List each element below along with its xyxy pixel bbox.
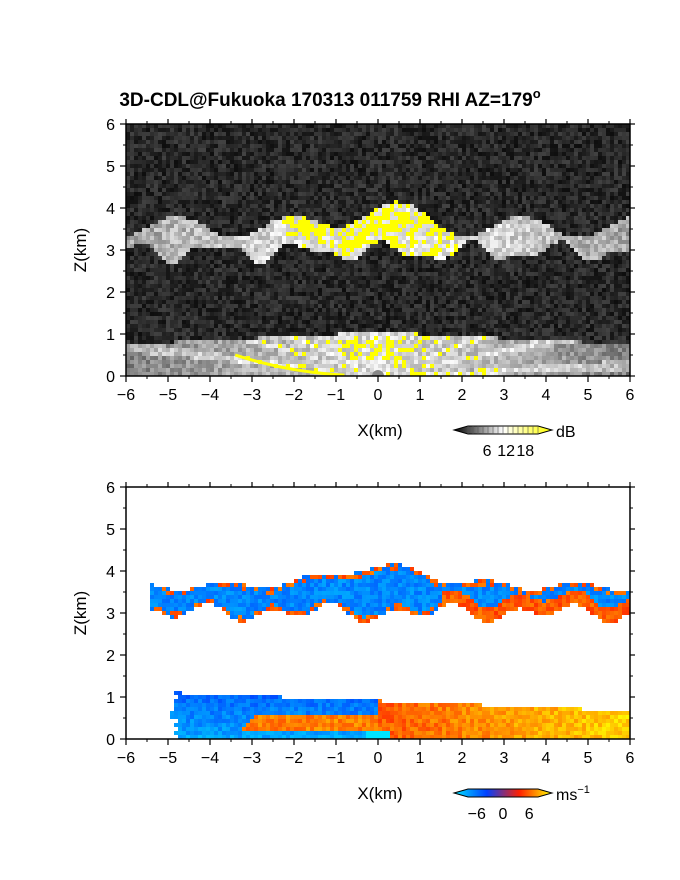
colorbar: −6 0 6 ms−1	[452, 784, 590, 823]
colorbar-tick-label: 18	[516, 443, 534, 460]
y-axis-label: Z(km)	[71, 228, 90, 272]
y-tick-label: 2	[106, 648, 115, 665]
colorbar-tick-label: 12	[497, 443, 515, 460]
data-field	[126, 487, 630, 739]
ticks: −6 −5 −4 −3 −2 −1 0 1 2 3 4 5 6 0 1 2 3 4 5 6	[106, 117, 635, 404]
colorbar-unit: ms−1	[556, 784, 590, 804]
y-tick-label: 3	[106, 243, 115, 260]
x-tick-label: 5	[584, 387, 593, 404]
y-tick-label: 2	[106, 285, 115, 302]
x-tick-label: 4	[542, 750, 551, 767]
x-tick-label: −4	[201, 387, 219, 404]
colorbar-bar	[452, 788, 554, 798]
x-tick-label: 2	[458, 750, 467, 767]
colorbar-tick-label: 6	[483, 443, 492, 460]
colorbar-tick-label: −6	[468, 806, 486, 823]
x-tick-label: −1	[327, 750, 345, 767]
x-tick-label: 1	[416, 750, 425, 767]
x-tick-label: −6	[117, 750, 135, 767]
y-tick-label: 5	[106, 522, 115, 539]
x-tick-label: 4	[542, 387, 551, 404]
x-tick-label: −4	[201, 750, 219, 767]
y-tick-label: 5	[106, 159, 115, 176]
lidar-site	[372, 370, 384, 376]
x-tick-label: −3	[243, 750, 261, 767]
x-tick-label: −2	[285, 387, 303, 404]
colorbar-unit: dB	[556, 424, 576, 441]
ticks: −6 −5 −4 −3 −2 −1 0 1 2 3 4 5 6 0 1 2 3 4 5 6	[106, 480, 635, 767]
x-tick-label: 0	[374, 387, 383, 404]
data-field	[126, 124, 630, 376]
y-tick-label: 4	[106, 201, 115, 218]
colorbar: 6 12 18 dB	[452, 424, 576, 460]
y-tick-label: 6	[106, 480, 115, 497]
x-tick-label: −1	[327, 387, 345, 404]
y-axis-label: Z(km)	[71, 591, 90, 635]
x-tick-label: 0	[374, 750, 383, 767]
colorbar-tick-label: 6	[525, 806, 534, 823]
x-tick-label: −5	[159, 387, 177, 404]
x-tick-label: −6	[117, 387, 135, 404]
x-tick-label: −3	[243, 387, 261, 404]
y-tick-label: 1	[106, 690, 115, 707]
x-axis-label: X(km)	[357, 421, 402, 440]
colorbar-tick-label: 0	[499, 806, 508, 823]
plot-area	[126, 487, 630, 739]
x-tick-label: 3	[500, 750, 509, 767]
plot-area	[126, 124, 630, 376]
y-tick-label: 4	[106, 564, 115, 581]
y-tick-label: 1	[106, 327, 115, 344]
x-tick-label: 3	[500, 387, 509, 404]
x-tick-label: 5	[584, 750, 593, 767]
y-tick-label: 0	[106, 369, 115, 386]
y-tick-label: 0	[106, 732, 115, 749]
chart-title: 3D-CDL@Fukuoka 170313 011759 RHI AZ=179o	[119, 86, 540, 111]
x-tick-label: 6	[626, 387, 635, 404]
x-tick-label: −5	[159, 750, 177, 767]
x-tick-label: 2	[458, 387, 467, 404]
y-tick-label: 6	[106, 117, 115, 134]
x-axis-label: X(km)	[357, 784, 402, 803]
surface-echo	[234, 353, 345, 376]
x-tick-label: 6	[626, 750, 635, 767]
y-tick-label: 3	[106, 606, 115, 623]
x-tick-label: −2	[285, 750, 303, 767]
x-tick-label: 1	[416, 387, 425, 404]
